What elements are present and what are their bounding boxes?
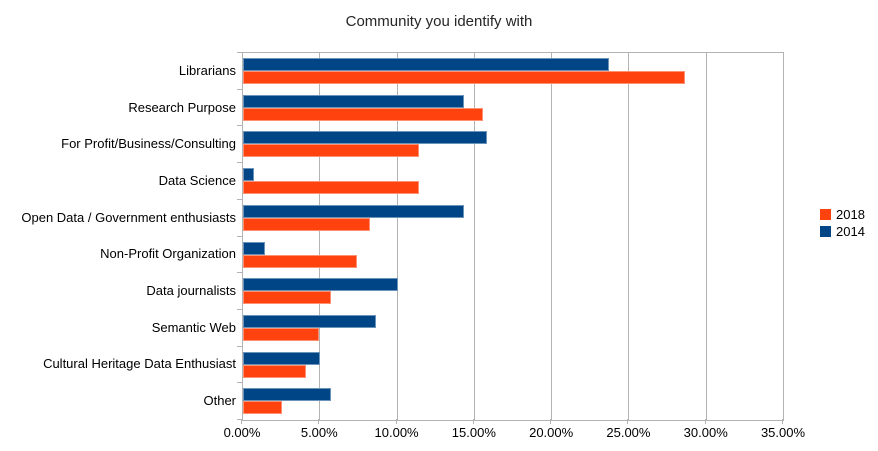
bar-2014 [243,168,254,182]
gridline [551,53,553,420]
y-axis-tick [237,125,243,126]
bar-2018 [243,327,319,341]
category-label: Librarians [178,62,236,78]
bar-2014 [243,58,610,71]
legend-swatch-2018 [820,209,831,220]
category-label: Open Data / Government enthusiasts [21,209,236,225]
bar-2018 [243,144,420,158]
x-axis-tick-label: 35.00% [760,425,806,440]
y-axis-tick [237,52,243,53]
bar-2018 [243,401,282,415]
y-axis-tick [237,199,243,200]
y-axis-tick [237,309,243,310]
legend-swatch-2014 [820,226,831,237]
legend: 2018 2014 [820,208,865,242]
y-axis-category-labels: Librarians Research Purpose For Profit/Bus… [0,52,236,419]
y-axis-tick [237,272,243,273]
y-axis-tick [237,162,243,163]
bar-2018 [243,217,370,231]
x-axis-tick-label: 5.00% [300,425,338,440]
x-axis-tick-label: 10.00% [374,425,419,440]
x-axis-tick-label: 15.00% [451,425,496,440]
category-label: Data Science [158,172,236,188]
bar-2014 [243,131,488,145]
x-axis-tick [472,419,474,424]
x-axis-tick [782,419,783,424]
category-label: Other [203,393,236,409]
gridline [783,53,784,420]
bar-2014 [243,94,465,108]
legend-label: 2018 [836,207,865,222]
y-axis-tick [237,346,243,347]
gridline [628,53,630,420]
y-axis-tick [237,419,243,420]
category-label: Research Purpose [128,99,236,115]
legend-label: 2014 [836,224,865,239]
bar-2014 [243,314,376,328]
x-axis-tick-label: 20.00% [529,425,574,440]
category-label: Data journalists [146,283,236,299]
x-axis-tick [550,419,552,424]
bar-2014 [243,241,265,255]
legend-item: 2014 [820,225,865,238]
gridline [396,53,398,420]
x-axis-tick [318,419,320,424]
bar-2014 [243,351,321,365]
category-label: Non-Profit Organization [100,246,236,262]
bar-2014 [243,278,398,292]
x-axis-tick-label: 0.00% [223,425,261,440]
plot-area [242,52,784,421]
gridline [705,53,707,420]
bar-2018 [243,71,686,84]
bar-2018 [243,107,483,121]
bar-2014 [243,204,465,218]
y-axis-tick [237,382,243,383]
bar-2018 [243,364,307,378]
x-axis-tick [241,419,242,424]
chart-title: Community you identify with [345,13,533,30]
y-axis-tick [237,89,243,90]
bar-2018 [243,181,420,195]
x-axis-tick [627,419,629,424]
x-axis-tick [704,419,706,424]
gridline [473,53,475,420]
x-axis-tick [395,419,397,424]
legend-item: 2018 [820,208,865,221]
x-axis-tick-label: 25.00% [606,425,651,440]
bar-2014 [243,388,332,402]
category-label: For Profit/Business/Consulting [61,136,236,152]
y-axis-tick [237,236,243,237]
bar-2018 [243,291,332,305]
category-label: Semantic Web [151,319,236,335]
x-axis-tick-label: 30.00% [683,425,728,440]
category-label: Cultural Heritage Data Enthusiast [43,356,236,372]
gridline [319,53,321,420]
bar-2018 [243,254,358,268]
